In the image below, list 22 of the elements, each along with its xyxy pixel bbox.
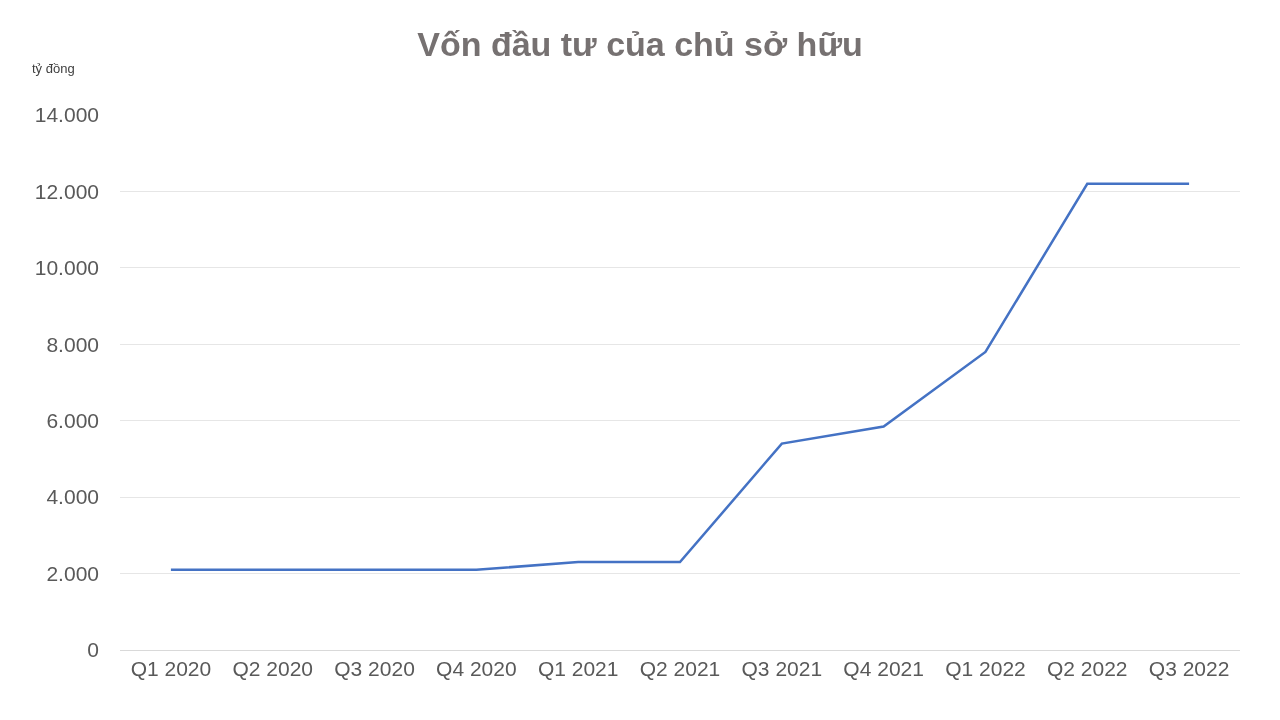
y-tick-label: 14.000: [34, 103, 99, 127]
y-tick-label: 12.000: [34, 179, 99, 203]
x-tick-label: Q3 2020: [334, 657, 415, 681]
x-tick-label: Q4 2020: [436, 657, 517, 681]
x-tick-label: Q1 2022: [945, 657, 1026, 681]
y-tick-label: 2.000: [46, 561, 99, 585]
y-tick-label: 10.000: [34, 256, 99, 280]
x-tick-label: Q3 2022: [1148, 657, 1230, 681]
x-tick-label: Q4 2021: [843, 657, 924, 681]
y-tick-label: 4.000: [46, 485, 99, 509]
x-tick-label: Q1 2021: [537, 657, 619, 681]
x-tick-label: Q3 2021: [741, 657, 823, 681]
y-tick-label: 8.000: [46, 332, 99, 356]
y-tick-label: 6.000: [46, 409, 99, 433]
y-axis-title: tỷ đồng: [32, 61, 75, 76]
x-tick-label: Q1 2020: [130, 657, 212, 681]
x-tick-label: Q2 2021: [639, 657, 721, 681]
y-tick-label: 0: [87, 638, 99, 662]
x-tick-label: Q2 2020: [232, 657, 314, 681]
x-tick-label: Q2 2022: [1046, 657, 1128, 681]
chart-title: Vốn đầu tư của chủ sở hữu: [417, 25, 863, 64]
line-series: [169, 182, 1191, 571]
